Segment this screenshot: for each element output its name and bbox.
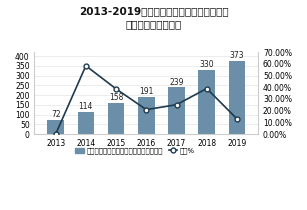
Text: 191: 191 bbox=[139, 87, 154, 96]
Text: 330: 330 bbox=[200, 60, 214, 69]
Bar bbox=[78, 112, 94, 134]
Text: 158: 158 bbox=[109, 93, 123, 102]
Bar bbox=[168, 87, 185, 134]
Bar bbox=[108, 103, 124, 134]
Text: 373: 373 bbox=[230, 51, 244, 60]
Text: 2013-2019年中国快递行业瓦楞纸包装行业
市场规模及增长走势: 2013-2019年中国快递行业瓦楞纸包装行业 市场规模及增长走势 bbox=[79, 6, 228, 29]
Bar bbox=[47, 120, 64, 134]
Legend: 快递行业瓦楞纸包装行业市场规模：亿元, 增长%: 快递行业瓦楞纸包装行业市场规模：亿元, 增长% bbox=[73, 145, 198, 157]
Bar bbox=[229, 61, 245, 134]
Bar bbox=[198, 70, 215, 134]
Bar bbox=[138, 97, 155, 134]
Text: 114: 114 bbox=[79, 102, 93, 111]
Text: 72: 72 bbox=[51, 110, 60, 119]
Text: 239: 239 bbox=[169, 78, 184, 87]
